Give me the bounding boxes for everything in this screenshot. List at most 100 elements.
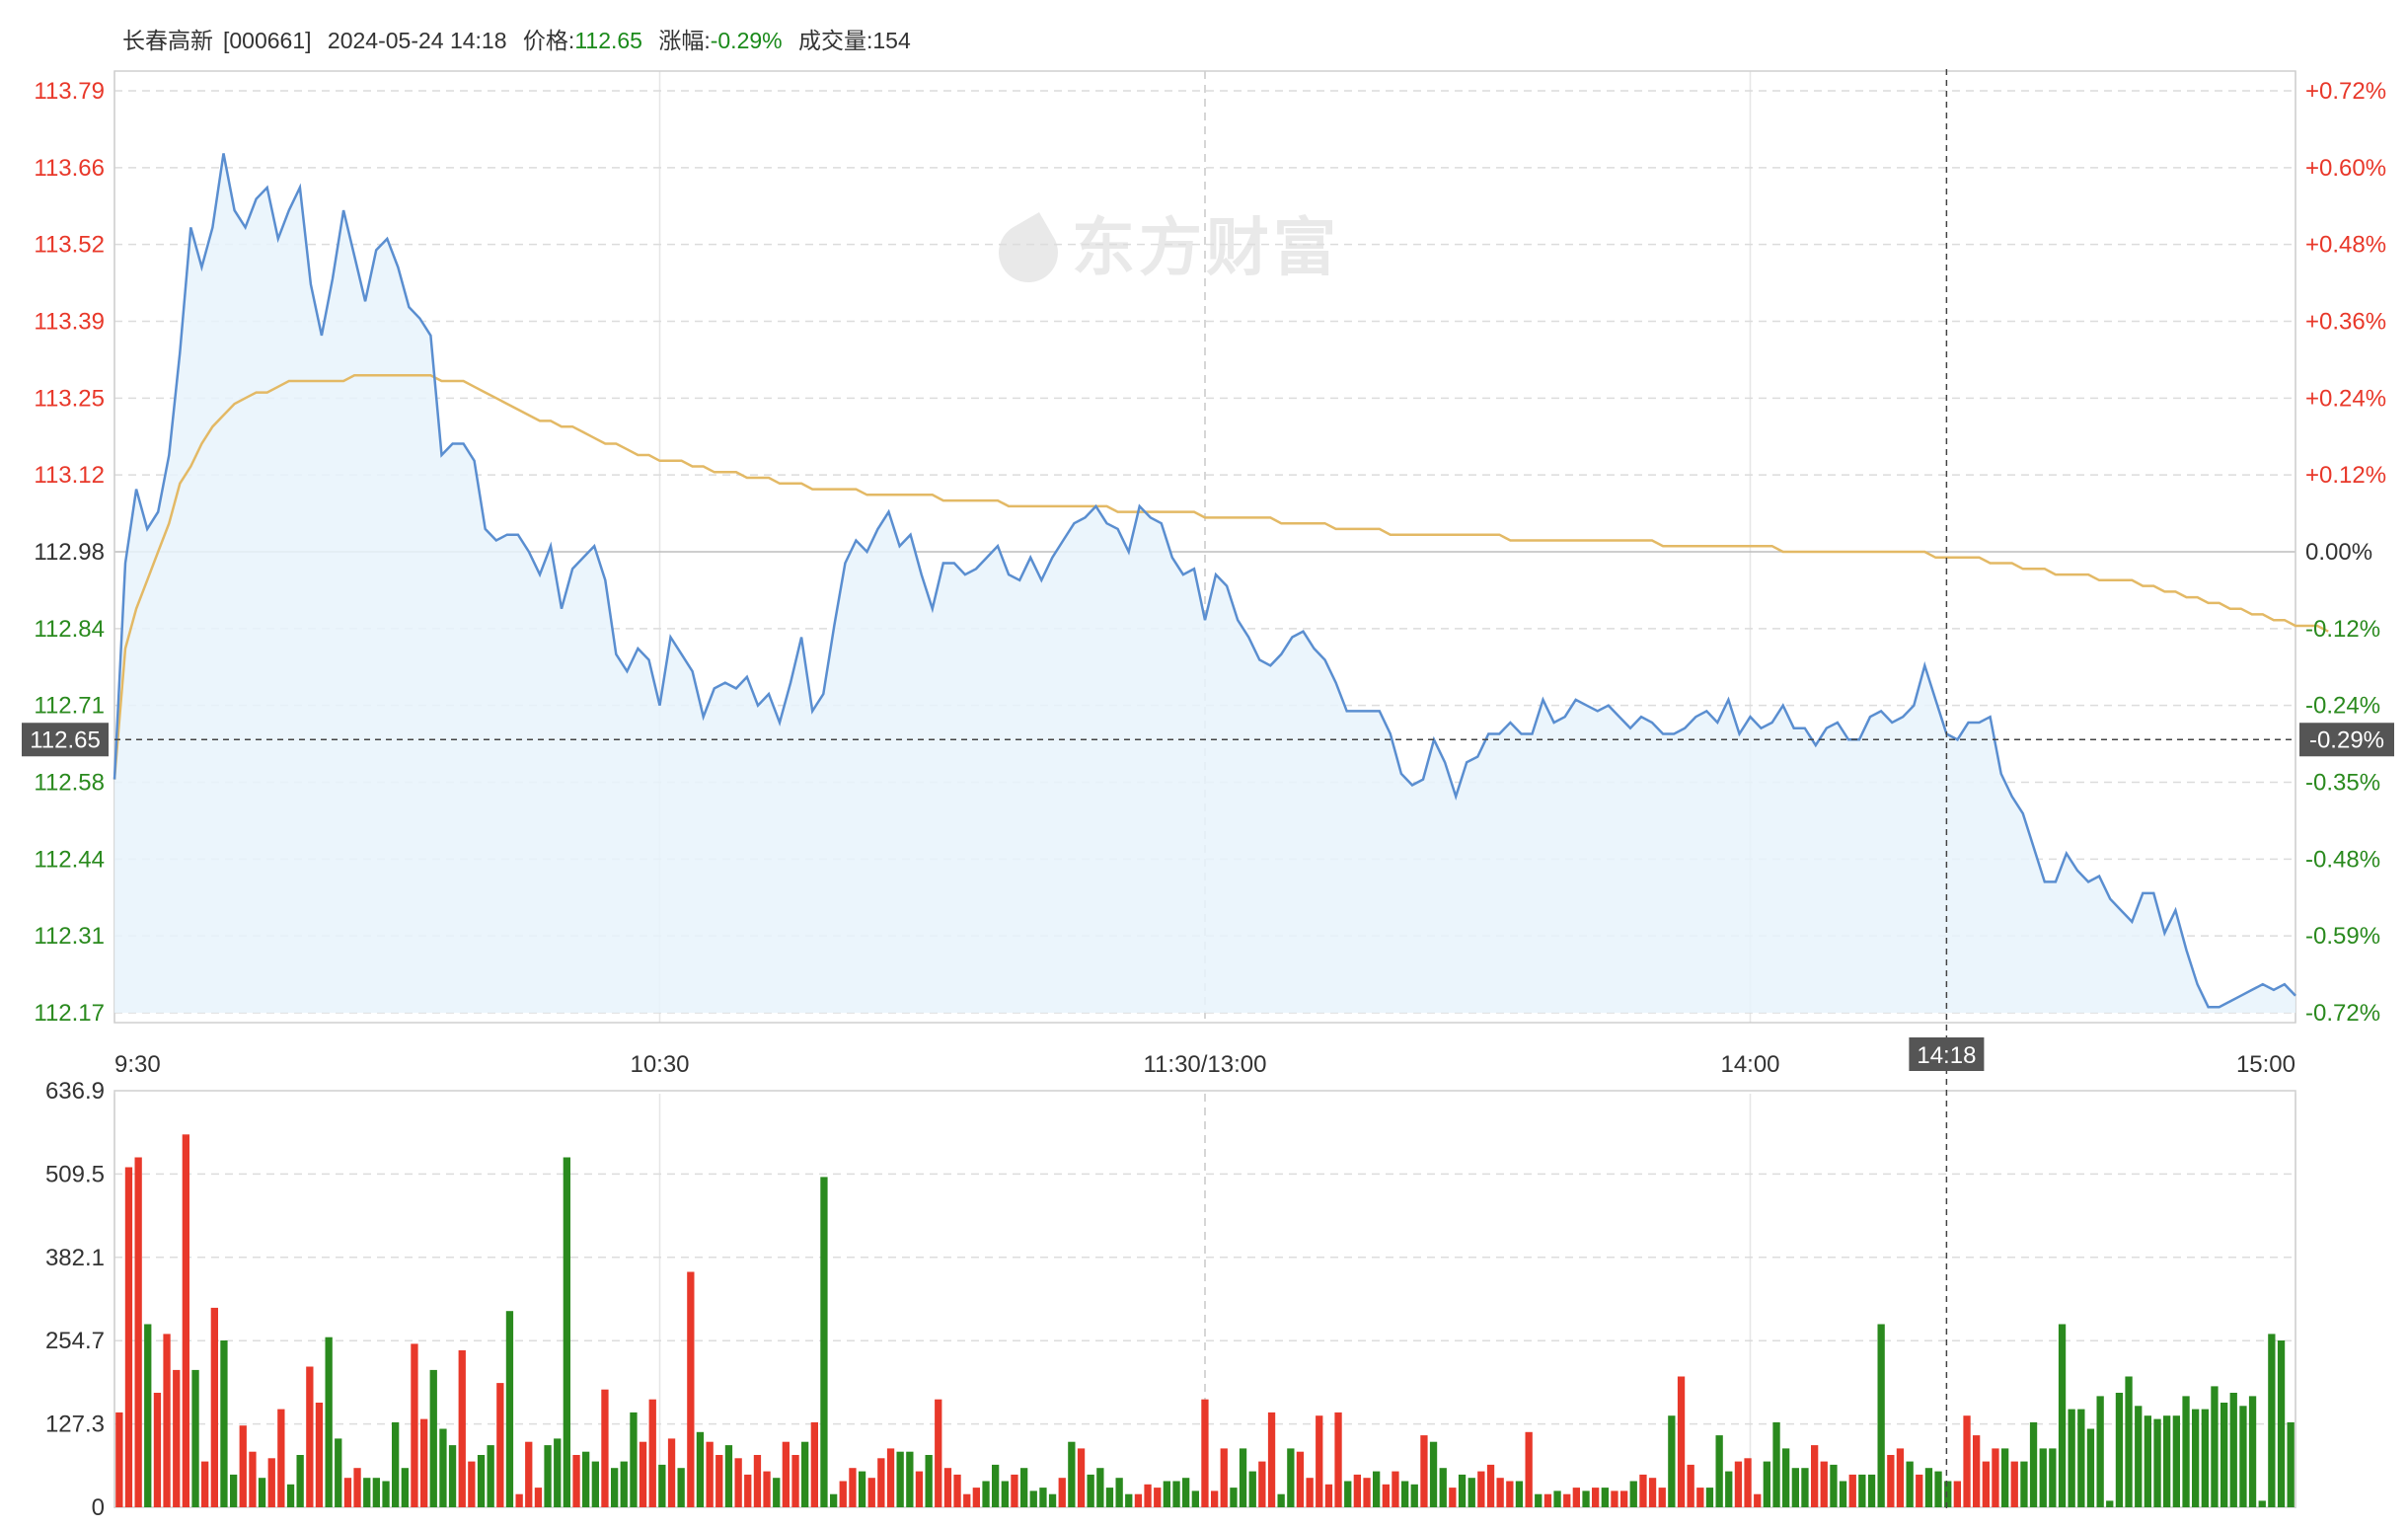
volume-bar <box>1677 1376 1686 1507</box>
volume-bar <box>1458 1474 1467 1507</box>
change-label: 涨幅: <box>658 28 711 53</box>
volume-bar <box>153 1393 162 1507</box>
volume-bar <box>1001 1481 1009 1507</box>
price-tick-label: 112.84 <box>34 616 105 643</box>
volume-bar <box>1611 1490 1618 1507</box>
volume-bar <box>1705 1488 1714 1507</box>
volume-bar <box>734 1458 742 1507</box>
volume-bar <box>1039 1488 1047 1507</box>
volume-bar <box>2086 1428 2095 1507</box>
price-label: 价格: <box>522 28 575 53</box>
volume-bar <box>534 1488 543 1507</box>
volume-bar <box>953 1474 961 1507</box>
volume-bar <box>858 1471 866 1507</box>
volume-bar <box>1087 1474 1094 1507</box>
volume-bar <box>591 1461 599 1507</box>
volume-bar <box>1992 1448 1999 1507</box>
volume-bar <box>1011 1474 1018 1507</box>
volume-bar <box>134 1157 142 1507</box>
volume-bar <box>230 1474 238 1507</box>
volume-bar <box>1201 1399 1209 1507</box>
volume-bar <box>525 1441 533 1507</box>
volume-bar <box>1553 1490 1561 1507</box>
volume-bar <box>1401 1481 1409 1507</box>
crosshair-price-label: 112.65 <box>30 726 101 753</box>
volume-bar <box>372 1478 380 1507</box>
volume-bar <box>1439 1468 1447 1507</box>
volume-bar <box>1543 1493 1552 1507</box>
volume-label: 成交量: <box>798 28 873 53</box>
volume-bar <box>1115 1478 1123 1507</box>
volume-bar <box>1839 1481 1847 1507</box>
change-value: -0.29% <box>710 28 783 53</box>
volume-bar <box>2096 1396 2104 1507</box>
time-tick-label: 14:00 <box>1720 1051 1779 1078</box>
price-tick-label: 112.17 <box>34 1000 105 1027</box>
volume-bar <box>210 1307 218 1507</box>
volume-bar <box>1629 1481 1637 1507</box>
volume-bar <box>1982 1461 1990 1507</box>
volume-bar <box>468 1461 476 1507</box>
volume-bar <box>286 1484 295 1507</box>
volume-bar <box>315 1403 324 1507</box>
volume-bar <box>420 1418 428 1507</box>
volume-bar <box>925 1455 933 1507</box>
volume-bar <box>1220 1448 1228 1507</box>
volume-bar <box>2144 1415 2151 1507</box>
crosshair: 112.65 -0.29% 14:18 <box>22 69 2394 1508</box>
volume-bar <box>1163 1481 1170 1507</box>
volume-bar <box>744 1474 752 1507</box>
price-lines <box>113 153 2329 1009</box>
volume-bar <box>849 1468 857 1507</box>
volume-bar <box>1267 1412 1276 1507</box>
volume-tick-label: 254.7 <box>45 1328 105 1354</box>
pct-tick-label: -0.72% <box>2305 1000 2380 1027</box>
volume-bar <box>601 1389 609 1507</box>
volume-bar <box>1525 1431 1533 1507</box>
volume-bar <box>915 1471 924 1507</box>
volume-bar <box>1734 1461 1743 1507</box>
volume-bar <box>1191 1490 1199 1507</box>
volume-bar <box>810 1421 818 1507</box>
price-value: 112.65 <box>574 28 642 53</box>
volume-bar <box>886 1448 895 1507</box>
volume-tick-label: 0 <box>92 1494 105 1521</box>
volume-bar <box>763 1471 771 1507</box>
volume-bar <box>724 1445 733 1507</box>
volume-bar <box>1020 1468 1028 1507</box>
price-tick-label: 113.25 <box>34 385 105 412</box>
volume-bar <box>182 1134 189 1507</box>
volume-bar <box>267 1458 275 1507</box>
volume-bar <box>1877 1324 1885 1507</box>
volume-bar <box>1916 1474 1923 1507</box>
volume-bar <box>773 1478 781 1507</box>
volume-bar <box>1782 1448 1790 1507</box>
volume-bar <box>1467 1478 1475 1507</box>
volume-bar <box>2010 1461 2018 1507</box>
volume-bar <box>163 1334 171 1507</box>
crosshair-time-box <box>1909 1037 1985 1071</box>
quote-header: 长春高新 [000661] 2024-05-24 14:18 价格:112.65 … <box>122 22 921 55</box>
volume-bar <box>1906 1461 1914 1507</box>
volume-bar <box>515 1493 523 1507</box>
price-tick-label: 113.12 <box>34 462 105 489</box>
volume-bar <box>1363 1478 1371 1507</box>
volume-bar <box>201 1461 209 1507</box>
volume-bar <box>1563 1493 1571 1507</box>
volume-bar <box>1754 1493 1762 1507</box>
volume-bar <box>639 1441 647 1507</box>
volume-bar <box>2229 1393 2237 1507</box>
volume-bar <box>1506 1481 1514 1507</box>
volume-bar <box>1486 1464 1495 1507</box>
volume-bar <box>2115 1393 2124 1507</box>
volume-bar <box>906 1451 914 1507</box>
volume-bar <box>2020 1461 2028 1507</box>
pct-tick-label: +0.36% <box>2305 309 2386 336</box>
volume-bar <box>563 1157 570 1507</box>
crosshair-price-box <box>22 723 109 757</box>
volume-tick-label: 127.3 <box>45 1412 105 1438</box>
volume-bar <box>335 1438 342 1507</box>
stock-name: 长春高新 <box>122 28 213 53</box>
volume-bar <box>820 1177 828 1507</box>
